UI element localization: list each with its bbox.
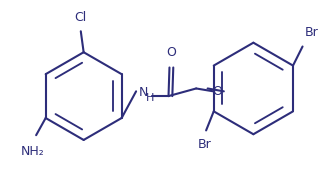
Text: Cl: Cl <box>75 11 87 24</box>
Text: Br: Br <box>197 138 211 151</box>
Text: Br: Br <box>304 26 318 39</box>
Text: NH₂: NH₂ <box>20 145 44 158</box>
Text: H: H <box>146 93 155 103</box>
Text: O: O <box>166 46 176 59</box>
Text: O: O <box>212 85 222 98</box>
Text: N: N <box>139 86 149 99</box>
